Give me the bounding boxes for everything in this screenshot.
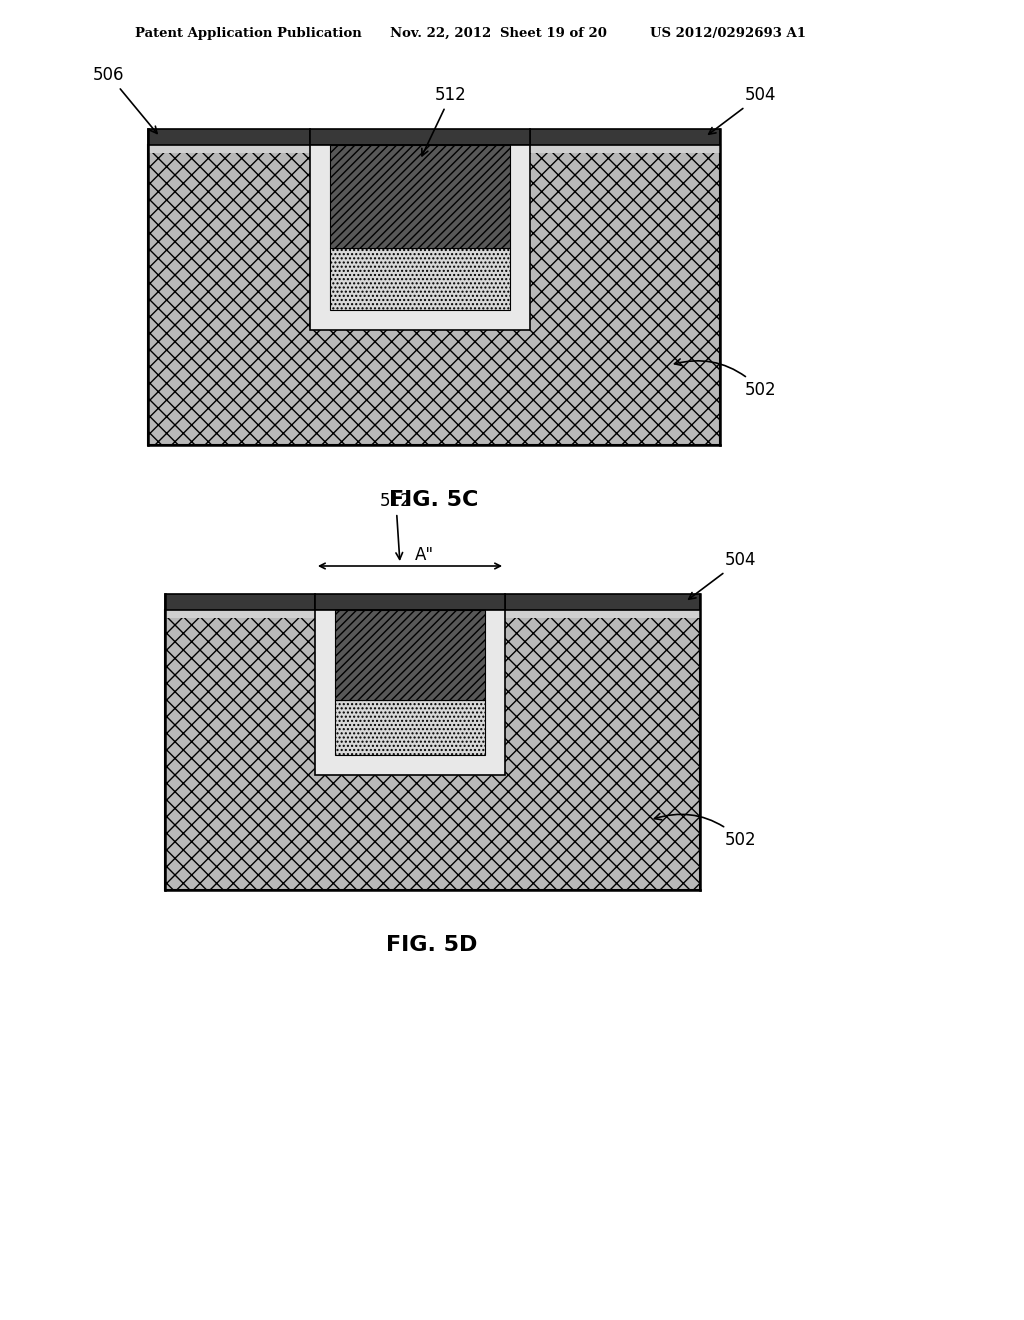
Bar (505, 610, 700, 618)
Bar (530, 129, 720, 145)
Bar (330, 248, 510, 310)
Bar (148, 145, 720, 445)
Bar (148, 145, 310, 153)
Bar (335, 610, 485, 700)
Bar (165, 610, 315, 618)
Bar (310, 129, 530, 145)
Text: A": A" (415, 546, 434, 564)
Text: FIG. 5C: FIG. 5C (389, 490, 478, 510)
Bar (315, 610, 505, 775)
Bar (148, 129, 310, 145)
Text: US 2012/0292693 A1: US 2012/0292693 A1 (650, 26, 806, 40)
Text: Patent Application Publication: Patent Application Publication (135, 26, 361, 40)
Bar (335, 700, 485, 755)
Text: 502: 502 (654, 813, 757, 849)
Bar (530, 145, 720, 153)
Bar (310, 145, 530, 330)
Text: 512: 512 (422, 86, 467, 156)
Bar (505, 594, 700, 610)
Bar (165, 594, 315, 610)
Bar (330, 145, 510, 248)
Bar (315, 594, 505, 610)
Bar (310, 145, 530, 330)
Bar (165, 610, 700, 890)
Text: Nov. 22, 2012: Nov. 22, 2012 (390, 26, 492, 40)
Text: 504: 504 (709, 86, 776, 135)
Text: Sheet 19 of 20: Sheet 19 of 20 (500, 26, 607, 40)
Text: FIG. 5D: FIG. 5D (386, 935, 477, 954)
Bar (315, 610, 505, 775)
Text: 504: 504 (689, 550, 757, 599)
Text: 512: 512 (380, 492, 412, 560)
Text: 502: 502 (675, 359, 776, 399)
Text: 506: 506 (93, 66, 157, 133)
